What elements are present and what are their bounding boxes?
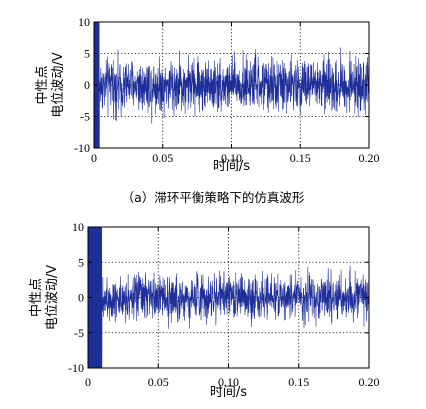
x-tick-label: 0 — [85, 375, 91, 389]
x-tick-label: 0.15 — [288, 375, 309, 389]
y-axis-label-line1: 中性点 — [35, 65, 50, 104]
y-tick-label: -5 — [80, 110, 90, 124]
y-tick-label: 0 — [84, 78, 90, 92]
x-tick-label: 0.20 — [359, 375, 380, 389]
x-tick-label: 0.05 — [152, 151, 173, 165]
x-tick-label: 0.15 — [290, 151, 311, 165]
x-tick-label: 0.20 — [359, 151, 380, 165]
series-line — [94, 22, 369, 148]
x-tick-label: 0.10 — [221, 151, 242, 165]
y-axis-label-line1: 中性点 — [29, 278, 44, 317]
y-tick-label: -5 — [74, 326, 84, 340]
y-tick-label: -10 — [74, 141, 90, 155]
x-tick-label: 0 — [91, 151, 97, 165]
chart-2: 0 0.05 0.10 0.15 0.20 10 5 0 -5 -10 时间/s 中性点 电位波动/V — [29, 220, 380, 400]
y-axis-label-line2: 电位波动/V — [45, 265, 60, 330]
series-line — [88, 227, 369, 368]
x-axis-label: 时间/s — [210, 385, 247, 400]
y-tick-label: -10 — [68, 361, 84, 375]
y-tick-label: 5 — [84, 47, 90, 61]
x-tick-label: 0.05 — [148, 375, 169, 389]
chart-1: 0 0.05 0.10 0.15 0.20 10 5 0 -5 -10 时间/s 中性点 电位波动/V （… — [35, 15, 380, 205]
x-tick-label: 0.10 — [218, 375, 239, 389]
chart-caption: （a）滞环平衡策略下的仿真波形 — [122, 190, 305, 205]
y-tick-label: 5 — [78, 255, 84, 269]
y-tick-label: 10 — [72, 220, 84, 234]
y-tick-label: 0 — [78, 291, 84, 305]
y-tick-label: 10 — [78, 15, 90, 29]
x-axis-label: 时间/s — [213, 159, 250, 174]
y-axis-label-line2: 电位波动/V — [51, 52, 66, 117]
